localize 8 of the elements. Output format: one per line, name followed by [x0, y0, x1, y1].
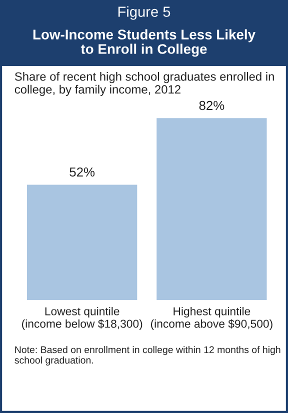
chart-subtitle: Share of recent high school graduates enrolled in college, by family income, 2012	[14, 72, 274, 96]
text: Note: Based on enrollment in college within 12 months of high school graduation.	[14, 346, 280, 366]
x-tick-label: Lowest quintile (income below $18,300)	[22, 306, 142, 330]
data-label: 52%	[70, 167, 95, 177]
chart-title: Low-Income Students Less Likely to Enroll in College	[33, 29, 256, 57]
data-label: 82%	[199, 100, 224, 110]
x-tick-label: Highest quintile (income above $90,500)	[150, 306, 272, 330]
caption: Figure 5	[118, 6, 170, 20]
